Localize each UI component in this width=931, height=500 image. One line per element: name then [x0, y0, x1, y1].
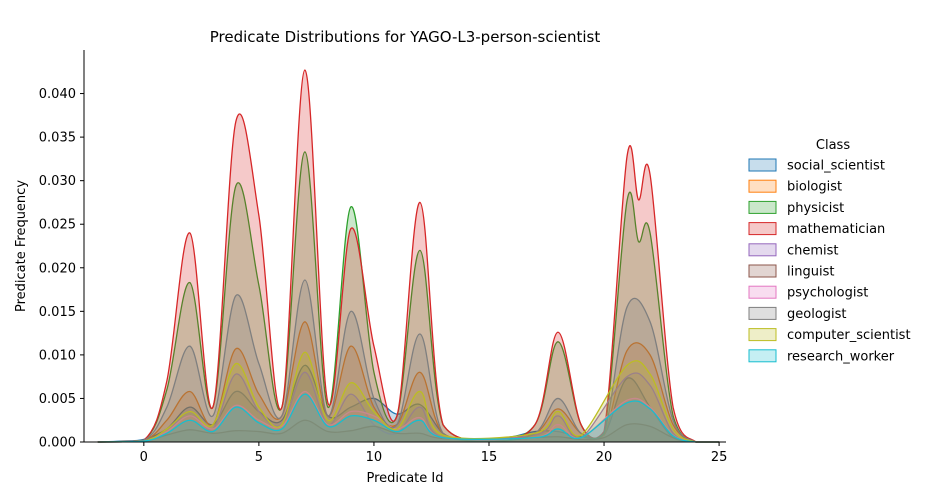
x-tick-label: 20 [596, 450, 613, 465]
legend-swatch [748, 158, 777, 172]
y-tick-label: 0.035 [39, 131, 76, 146]
chart-title: Predicate Distributions for YAGO-L3-pers… [210, 28, 601, 46]
area-geologist [97, 279, 720, 442]
line-chemist [97, 371, 720, 443]
legend-swatch [748, 200, 777, 214]
line-linguist [97, 419, 720, 443]
y-ticks: 0.000 0.005 0.010 0.015 0.020 0.025 0.030 0.035… [39, 87, 84, 451]
area-chemist [97, 372, 720, 442]
y-tick-label: 0.040 [39, 87, 76, 102]
legend-swatch [748, 349, 777, 363]
axes: 0 5 10 15 20 25 0.000 0.005 0.010 0.015 0.020 0.02… [39, 50, 728, 465]
legend-label: psychologist [787, 286, 868, 301]
y-axis-label: Predicate Frequency [14, 180, 29, 312]
legend-swatch [748, 328, 777, 342]
area-psychologist [97, 391, 720, 442]
line-physicist [97, 151, 720, 443]
legend-swatch [748, 222, 777, 236]
legend-title: Class [816, 138, 850, 153]
area-social-scientist [97, 365, 720, 442]
line-mathematician [97, 69, 720, 443]
x-ticks: 0 5 10 15 20 25 [140, 442, 728, 465]
legend-label: social_scientist [787, 159, 885, 174]
area-mathematician [97, 70, 720, 443]
line-computer-scientist [97, 351, 720, 443]
x-tick-label: 10 [366, 450, 383, 465]
line-psychologist [97, 390, 720, 443]
area-research-worker [97, 394, 720, 442]
area-physicist [97, 151, 720, 443]
area-linguist [97, 420, 720, 442]
y-tick-label: 0.025 [39, 218, 76, 233]
y-tick-label: 0.000 [39, 436, 76, 451]
area-computer-scientist [97, 352, 720, 442]
legend-label: linguist [787, 265, 834, 280]
y-tick-label: 0.020 [39, 261, 76, 276]
line-geologist [97, 279, 720, 443]
y-tick-label: 0.030 [39, 174, 76, 189]
legend-swatch [748, 179, 777, 193]
x-tick-label: 15 [481, 450, 498, 465]
legend-swatch [748, 285, 777, 299]
legend-label: geologist [787, 307, 847, 322]
x-tick-label: 0 [140, 450, 148, 465]
legend-swatch [748, 264, 777, 278]
x-tick-label: 25 [711, 450, 728, 465]
legend-swatch [748, 306, 777, 320]
x-tick-label: 5 [255, 450, 263, 465]
legend-label: mathematician [787, 222, 885, 237]
y-tick-label: 0.005 [39, 392, 76, 407]
area-biologist [97, 321, 720, 442]
plot-areas [97, 69, 720, 443]
y-tick-label: 0.015 [39, 305, 76, 320]
line-research-worker [97, 393, 720, 443]
legend-label: biologist [787, 180, 842, 195]
legend-label: computer_scientist [787, 328, 911, 343]
legend-label: physicist [787, 201, 844, 216]
legend-label: chemist [787, 243, 839, 258]
y-tick-label: 0.010 [39, 348, 76, 363]
x-axis-label: Predicate Id [367, 471, 444, 486]
legend-label: research_worker [787, 349, 895, 364]
legend: Class social_scientist biologist physicist… [748, 138, 911, 364]
legend-swatch [748, 243, 777, 257]
